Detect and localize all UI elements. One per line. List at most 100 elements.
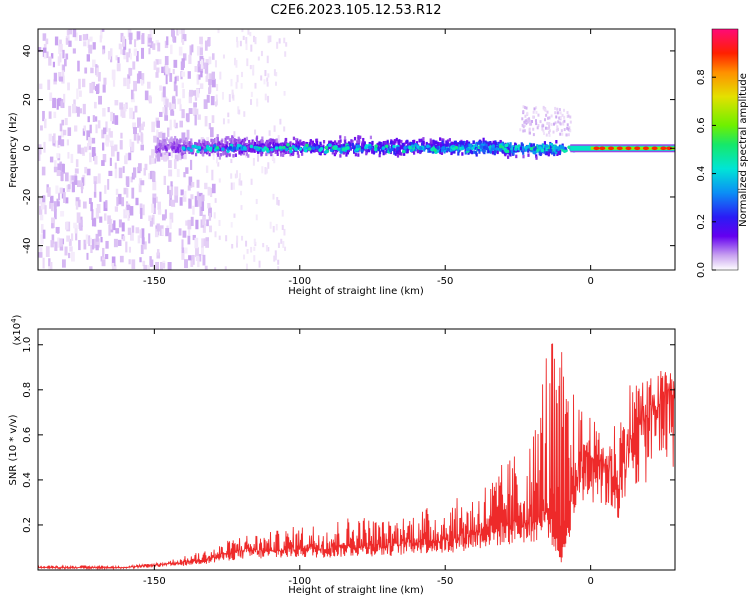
- heatmap-cell: [149, 155, 152, 165]
- heatmap-cell: [51, 217, 55, 228]
- heatmap-cell: [554, 121, 557, 125]
- heatmap-cell: [556, 111, 559, 115]
- heatmap-cell: [158, 142, 161, 147]
- heatmap-cell: [526, 117, 529, 121]
- heatmap-cell: [557, 151, 560, 155]
- heatmap-cell: [164, 55, 169, 65]
- heatmap-cell: [174, 195, 179, 203]
- heatmap-cell: [204, 265, 208, 270]
- heatmap-cell: [558, 151, 561, 156]
- heatmap-cell: [43, 141, 46, 153]
- heatmap-cell: [203, 150, 206, 154]
- heatmap-cell: [398, 143, 401, 148]
- heatmap-cell: [252, 70, 255, 76]
- heatmap-cell: [54, 36, 59, 46]
- heatmap-cell: [75, 229, 78, 241]
- snr-y-scale-exp: 4: [10, 318, 18, 323]
- heatmap-cell: [371, 150, 374, 154]
- heatmap-cell: [126, 78, 130, 89]
- y-tick-label: 0.2: [22, 517, 33, 533]
- heatmap-cell: [428, 145, 431, 150]
- heatmap-cell: [62, 129, 67, 136]
- heatmap-cell: [187, 219, 192, 230]
- heatmap-cell: [349, 147, 352, 151]
- heatmap-cell: [87, 116, 90, 123]
- heatmap-cell: [45, 51, 49, 59]
- heatmap-cell: [224, 266, 227, 270]
- heatmap-cell: [181, 148, 184, 153]
- heatmap-cell: [464, 151, 467, 155]
- figure-title: C2E6.2023.105.12.53.R12: [270, 3, 441, 18]
- heatmap-cell: [230, 137, 234, 142]
- heatmap-cell: [196, 179, 200, 188]
- heatmap-cell: [230, 139, 233, 144]
- heatmap-cell: [474, 151, 478, 155]
- heatmap-cell: [360, 143, 364, 147]
- heatmap-y-ticks: -40 -20 0 20 40: [22, 45, 675, 254]
- heatmap-cell: [164, 105, 168, 116]
- heatmap-cell: [365, 151, 368, 156]
- heatmap-cell: [244, 143, 247, 147]
- heatmap-cell: [464, 143, 467, 147]
- heatmap-cell: [78, 78, 81, 90]
- heatmap-cell: [109, 157, 112, 166]
- heatmap-cell: [347, 148, 351, 153]
- heatmap-cell: [206, 219, 209, 227]
- heatmap-cell: [259, 150, 262, 154]
- heatmap-cell: [469, 149, 472, 154]
- heatmap-cell: [53, 166, 58, 173]
- heatmap-cell: [219, 144, 222, 149]
- heatmap-cell: [450, 151, 453, 156]
- heatmap-cell: [234, 173, 237, 179]
- heatmap-cell: [215, 153, 218, 159]
- heatmap-cell: [415, 141, 419, 145]
- heatmap-cell: [476, 147, 479, 152]
- heatmap-cell: [174, 186, 179, 197]
- colorbar-tick-label: 0.6: [696, 117, 707, 133]
- heatmap-cell: [234, 153, 237, 157]
- heatmap-cell: [208, 82, 212, 93]
- heatmap-cell: [149, 41, 154, 49]
- heatmap-cell: [179, 139, 182, 144]
- heatmap-cell: [166, 36, 169, 46]
- heatmap-cell: [444, 143, 447, 148]
- heatmap-cell: [277, 266, 280, 270]
- heatmap-cell: [239, 152, 243, 156]
- heatmap-cell: [212, 146, 215, 150]
- heatmap-cell: [127, 212, 130, 221]
- heatmap-cell: [180, 189, 184, 196]
- heatmap-cell: [165, 64, 169, 75]
- heatmap-cell: [40, 125, 43, 131]
- heatmap-cell: [67, 127, 72, 136]
- heatmap-cell: [42, 195, 46, 203]
- heatmap-cell: [234, 141, 237, 146]
- heatmap-cell: [54, 160, 57, 170]
- heatmap-cell: [441, 140, 444, 144]
- heatmap-cell: [467, 151, 470, 155]
- heatmap-cell: [227, 112, 230, 118]
- heatmap-cell: [523, 105, 526, 109]
- heatmap-cell: [53, 201, 57, 212]
- heatmap-cell: [400, 152, 403, 156]
- heatmap-cell: [522, 151, 525, 155]
- heatmap-cell: [301, 152, 304, 156]
- heatmap-peak: [278, 145, 283, 150]
- heatmap-cell: [282, 241, 285, 248]
- heatmap-peak: [256, 147, 260, 152]
- heatmap-cell: [181, 132, 186, 144]
- heatmap-cell: [179, 104, 182, 111]
- heatmap-cell: [239, 190, 242, 196]
- heatmap-cell: [52, 97, 57, 109]
- heatmap-cell: [76, 106, 80, 117]
- heatmap-cell: [536, 145, 539, 149]
- heatmap-peak: [307, 147, 312, 151]
- heatmap-cell: [226, 141, 229, 145]
- heatmap-cell: [114, 115, 119, 125]
- heatmap-cell: [74, 175, 78, 185]
- heatmap-cell: [225, 136, 228, 140]
- heatmap-cell: [207, 37, 211, 46]
- heatmap-cell: [381, 144, 384, 149]
- heatmap-cell: [142, 204, 145, 216]
- heatmap-peak: [401, 149, 406, 154]
- heatmap-cell: [521, 117, 524, 121]
